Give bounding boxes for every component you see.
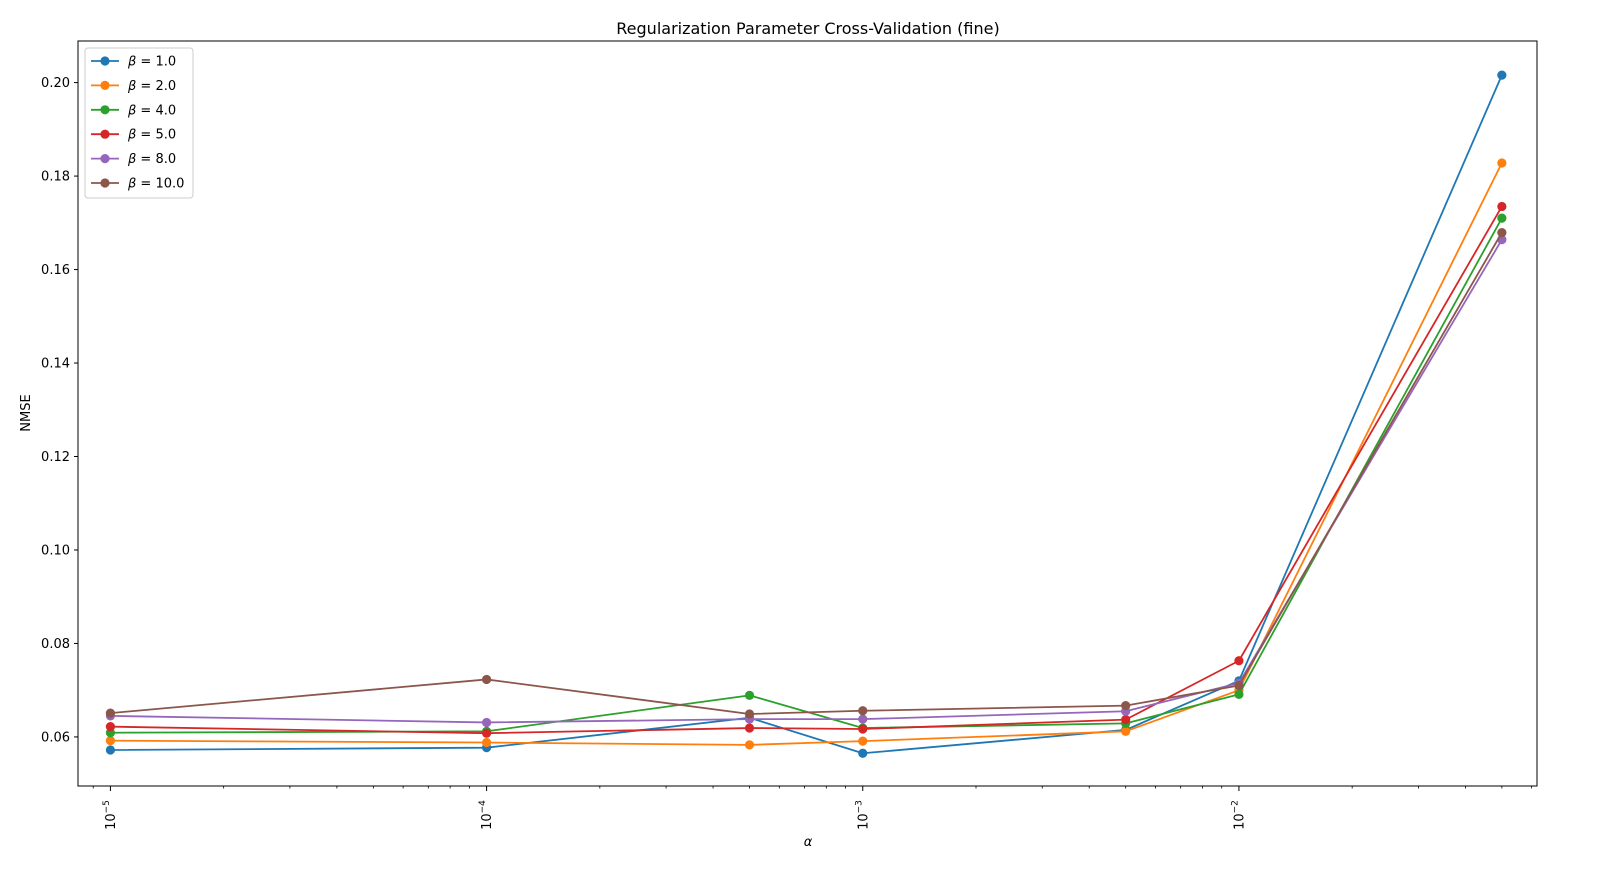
y-axis: 0.06 0.08 0.10 0.12 0.14 0.16 0.18 0.20 xyxy=(41,76,78,745)
legend: β = 1.0 β = 2.0 β = 4.0 β = 5.0 β = 8.0 β = 1… xyxy=(84,47,194,199)
x-axis-label: α xyxy=(804,835,813,850)
data-point xyxy=(744,690,755,700)
legend-item: β = 5.0 xyxy=(91,128,176,143)
data-point xyxy=(105,708,116,718)
data-point xyxy=(481,728,492,738)
data-point xyxy=(481,717,492,728)
data-point xyxy=(1121,701,1131,711)
data-point xyxy=(744,740,755,750)
data-point xyxy=(858,736,868,746)
legend-item: β = 2.0 xyxy=(91,79,176,94)
data-point xyxy=(1234,689,1244,699)
x-axis: 10−5 10−4 10−3 10−2 xyxy=(92,786,1533,830)
data-point xyxy=(105,736,116,746)
x-tick-label: 10−2 xyxy=(1230,800,1247,830)
data-point xyxy=(1497,228,1507,238)
data-point xyxy=(105,722,116,732)
legend-marker xyxy=(100,80,110,90)
legend-marker xyxy=(100,105,110,115)
x-tick-label: 10−3 xyxy=(854,800,871,830)
x-tick-label: 10−5 xyxy=(102,800,119,830)
plot-frame xyxy=(77,40,1538,787)
data-point xyxy=(1121,726,1131,736)
legend-item: β = 4.0 xyxy=(91,103,176,118)
data-point xyxy=(858,724,868,734)
x-tick-label: 10−4 xyxy=(478,800,495,830)
legend-label: β = 1.0 xyxy=(127,55,176,70)
legend-item: β = 8.0 xyxy=(91,152,176,167)
data-point xyxy=(858,706,868,716)
data-point xyxy=(744,723,755,733)
data-point xyxy=(1497,70,1507,80)
data-point xyxy=(858,714,868,724)
y-tick-label: 0.06 xyxy=(41,730,70,745)
legend-marker xyxy=(100,129,110,139)
data-point xyxy=(105,745,116,755)
plot-lines xyxy=(105,70,1507,758)
data-point xyxy=(858,748,868,758)
legend-box xyxy=(84,47,194,199)
series-3 xyxy=(105,201,1507,738)
data-point xyxy=(1234,656,1244,666)
y-tick-label: 0.08 xyxy=(41,637,70,652)
y-tick-label: 0.10 xyxy=(41,543,70,558)
legend-marker xyxy=(100,154,110,164)
legend-item: β = 10.0 xyxy=(91,177,184,192)
data-point xyxy=(481,737,492,748)
legend-label: β = 10.0 xyxy=(127,177,184,192)
legend-label: β = 2.0 xyxy=(127,79,176,94)
y-tick-label: 0.20 xyxy=(41,76,70,91)
y-tick-label: 0.16 xyxy=(41,263,70,278)
series-5 xyxy=(105,228,1507,719)
legend-item: β = 1.0 xyxy=(91,55,176,70)
data-point xyxy=(481,674,492,685)
y-tick-label: 0.12 xyxy=(41,450,70,465)
data-point xyxy=(1497,213,1507,223)
legend-label: β = 5.0 xyxy=(127,128,176,143)
legend-label: β = 8.0 xyxy=(127,152,176,167)
legend-marker xyxy=(100,56,110,66)
data-point xyxy=(744,709,755,719)
legend-marker xyxy=(100,178,110,188)
chart-title: Regularization Parameter Cross-Validatio… xyxy=(616,19,999,38)
y-axis-label: NMSE xyxy=(19,394,34,431)
data-point xyxy=(1121,715,1131,725)
data-point xyxy=(1497,201,1507,212)
legend-label: β = 4.0 xyxy=(127,103,176,118)
y-tick-label: 0.18 xyxy=(41,170,70,185)
data-point xyxy=(1497,158,1507,168)
y-tick-label: 0.14 xyxy=(41,357,70,372)
data-point xyxy=(1234,680,1244,691)
